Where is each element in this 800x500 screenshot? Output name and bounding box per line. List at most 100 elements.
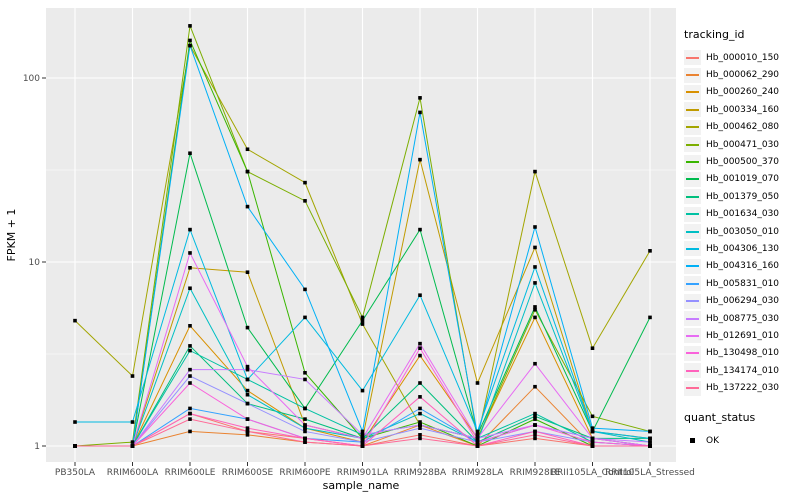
data-point <box>245 204 250 209</box>
data-point <box>303 199 307 203</box>
data-point <box>188 227 192 232</box>
data-point <box>418 341 422 346</box>
data-point <box>533 429 537 434</box>
data-point <box>533 315 537 320</box>
data-point <box>188 411 192 416</box>
data-point <box>648 444 652 448</box>
data-point <box>188 265 192 270</box>
x-tick-label: RRII105LA_Control <box>551 468 634 478</box>
data-point <box>245 367 250 372</box>
legend-item: Hb_012691_010 <box>684 327 798 344</box>
data-point <box>188 348 192 353</box>
data-point <box>188 381 192 385</box>
data-point <box>475 436 480 441</box>
legend-key-line-icon <box>684 206 701 222</box>
data-point <box>533 305 537 309</box>
data-point <box>130 420 135 424</box>
x-tick-label: RRIM600LA <box>107 468 159 478</box>
legend-item: Hb_008775_030 <box>684 310 798 327</box>
data-point <box>245 325 250 330</box>
data-point <box>360 433 365 437</box>
x-tick-label: RRIM600SE <box>222 468 274 478</box>
data-point <box>245 169 250 174</box>
legend-key-line-icon <box>684 189 701 205</box>
legend: tracking_id Hb_000010_150 Hb_000062_290 Hb… <box>684 28 798 449</box>
data-point <box>648 249 652 253</box>
x-axis-title: sample_name <box>323 479 400 492</box>
data-point <box>418 433 422 437</box>
data-point <box>418 420 422 424</box>
legend-item-label: Hb_004306_130 <box>706 243 780 254</box>
x-tick-label: RRII105LA_Stressed <box>605 468 695 478</box>
axes: 1 10 100 PB350LA RRIM600LA RRIM600LE RRIM600SE… <box>23 74 695 478</box>
legend-key-line-icon <box>684 154 701 170</box>
legend-key-line-icon <box>684 137 701 153</box>
data-point <box>533 417 537 421</box>
data-point <box>418 411 422 416</box>
legend-key-line-icon <box>684 276 701 292</box>
legend-key-square-icon <box>684 433 701 448</box>
legend-item-label: Hb_001634_030 <box>706 209 780 220</box>
legend-key-line-icon <box>684 102 701 118</box>
quant-legend-item-label: OK <box>706 435 719 446</box>
data-point <box>475 381 480 385</box>
data-point <box>188 429 192 434</box>
legend-item-label: Hb_004316_160 <box>706 261 780 272</box>
data-point <box>188 324 192 328</box>
data-point <box>418 395 422 399</box>
data-point <box>303 377 307 382</box>
legend-item: Hb_004306_130 <box>684 240 798 257</box>
data-point <box>648 315 652 320</box>
legend-item: Hb_000334_160 <box>684 101 798 118</box>
x-tick-label: RRIM928BA <box>394 468 447 478</box>
data-point <box>360 444 365 448</box>
data-point <box>188 151 192 156</box>
legend-item: Hb_000500_370 <box>684 153 798 170</box>
data-point <box>418 346 422 351</box>
x-tick-label: RRIM600PE <box>279 468 331 478</box>
data-point <box>418 423 422 427</box>
data-point <box>245 417 250 421</box>
legend-item: Hb_001379_050 <box>684 188 798 205</box>
data-point <box>533 411 537 416</box>
data-point <box>303 287 307 292</box>
data-point <box>533 225 537 229</box>
data-point <box>360 315 365 320</box>
data-point <box>475 440 480 444</box>
legend-key-line-icon <box>684 258 701 274</box>
legend-item-label: Hb_006294_030 <box>706 296 780 307</box>
legend-item-label: Hb_001379_050 <box>706 191 780 202</box>
data-point <box>418 426 422 430</box>
quant-legend-title: quant_status <box>684 410 756 424</box>
data-point <box>533 436 537 441</box>
data-point <box>418 406 422 411</box>
data-point <box>590 440 595 444</box>
data-point <box>360 388 365 393</box>
data-point <box>245 270 250 275</box>
data-point <box>533 245 537 250</box>
x-tick-label: RRIM600LE <box>165 468 216 478</box>
legend-key-line-icon <box>684 328 701 344</box>
data-point <box>418 157 422 162</box>
legend-key-line-icon <box>684 345 701 361</box>
data-point <box>590 436 595 441</box>
legend-item-label: Hb_001019_070 <box>706 174 780 185</box>
legend-item: Hb_000471_030 <box>684 136 798 153</box>
data-point <box>360 440 365 444</box>
data-point <box>475 429 480 434</box>
legend-key-line-icon <box>684 241 701 257</box>
legend-item-label: Hb_137222_030 <box>706 383 780 394</box>
data-point <box>418 110 422 115</box>
data-point <box>533 423 537 427</box>
data-point <box>188 43 192 48</box>
plot-panel <box>46 8 676 462</box>
data-point <box>590 414 595 419</box>
legend-item-label: Hb_000471_030 <box>706 139 780 150</box>
legend-item: Hb_003050_010 <box>684 223 798 240</box>
y-axis-title: FPKM + 1 <box>5 209 18 262</box>
data-point <box>360 322 365 326</box>
data-point <box>188 251 192 255</box>
y-tick-label: 10 <box>29 258 41 268</box>
data-point <box>533 307 537 312</box>
